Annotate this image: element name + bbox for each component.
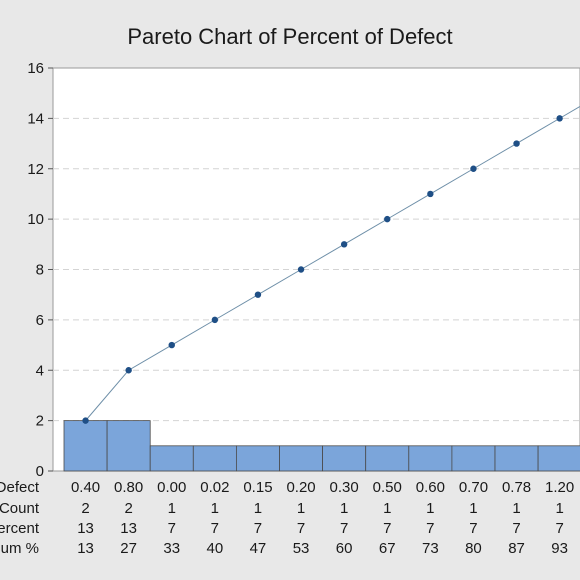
table-percent-cell: 7	[168, 520, 176, 537]
table-percent-cell: 7	[254, 520, 262, 537]
table-cum-percent-cell: 13	[77, 540, 94, 557]
bar-0.60	[408, 445, 453, 472]
table-cum-percent-cell: 80	[465, 540, 482, 557]
table-percent-cell: 7	[297, 520, 305, 537]
y-tick-label: 16	[27, 60, 44, 77]
cumulative-point-0.80	[125, 367, 132, 374]
table-count-cell: 2	[124, 500, 132, 517]
bar-0.78	[494, 445, 539, 472]
bar-0.15	[235, 445, 280, 472]
table-percent-cell: 7	[469, 520, 477, 537]
bars	[63, 420, 580, 472]
table-defect-cell: 0.80	[114, 479, 143, 496]
table-percent-cell: 13	[77, 520, 94, 537]
bar-1.20	[537, 445, 580, 472]
table-defect-cell: 0.30	[330, 479, 359, 496]
bar-0.20	[279, 445, 323, 472]
bar-0.02	[192, 445, 237, 472]
table-cum-percent-cell: 47	[250, 540, 267, 557]
y-tick-label: 6	[36, 312, 44, 329]
row-label-cum-: Cum %	[0, 540, 39, 557]
y-tick-label: 10	[27, 211, 44, 228]
table-count-cell: 1	[469, 500, 477, 517]
y-tick-label: 8	[36, 262, 44, 279]
y-axis: 0 2 4 6 8 10 12 14 16	[27, 60, 53, 480]
row-label-percent: Percent	[0, 520, 40, 537]
y-tick-label: 2	[36, 413, 44, 430]
bar-0.50	[365, 445, 410, 472]
cumulative-point-0.02	[211, 316, 219, 324]
table-cum-percent-cell: 40	[207, 540, 224, 557]
bar-0.30	[322, 445, 367, 472]
row-label-defect: Defect	[0, 479, 40, 496]
table-defect-cell: 0.50	[373, 479, 402, 496]
table-percent-cell: 7	[512, 520, 520, 537]
table-defect-cell: 1.20	[545, 479, 574, 496]
table-defect-cell: 0.15	[243, 479, 272, 496]
table-cum-percent-cell: 60	[336, 540, 353, 557]
table-count-cell: 2	[81, 500, 89, 517]
grid-lines	[53, 117, 580, 422]
table-count-cell: 1	[555, 500, 563, 517]
table-cum-percent-cell: 53	[293, 540, 310, 557]
table-percent-cell: 7	[340, 520, 348, 537]
table-percent-cell: 7	[211, 520, 219, 537]
table-defect-cell: 0.60	[416, 479, 445, 496]
cumulative-point-1.20	[556, 115, 563, 122]
table-count-cell: 1	[426, 500, 434, 517]
data-table: Defect Count Percent Cum % 0.40 0.80 0.00 0.02 0…	[0, 479, 574, 557]
table-count-cell: 1	[383, 500, 391, 517]
cumulative-point-0.50	[384, 215, 391, 223]
table-cum-percent-cell: 93	[551, 540, 568, 557]
table-cum-percent-cell: 87	[508, 540, 525, 557]
y-tick-label: 4	[36, 362, 44, 379]
table-cum-percent-cell: 27	[120, 540, 137, 557]
table-count-cell: 1	[168, 500, 176, 517]
table-count-cell: 1	[340, 500, 348, 517]
bar-0.00	[149, 445, 194, 472]
table-count-cell: 1	[297, 500, 305, 517]
table-defect-cell: 0.40	[71, 479, 100, 496]
table-defect-cell: 0.02	[200, 479, 229, 496]
table-cum-percent-cell: 33	[163, 540, 180, 557]
cumulative-point-0.30	[340, 241, 348, 248]
table-percent-cell: 7	[555, 520, 563, 537]
cumulative-point-0.70	[470, 165, 477, 172]
row-label-count: Count	[0, 500, 40, 517]
table-defect-cell: 0.78	[502, 479, 531, 496]
table-percent-cell: 13	[120, 520, 137, 537]
chart-title: Pareto Chart of Percent of Defect	[127, 24, 453, 49]
table-count-cell: 1	[211, 500, 219, 517]
cumulative-line	[82, 105, 580, 424]
cumulative-point-0.60	[427, 190, 434, 198]
bar-0.40	[63, 420, 108, 472]
table-defect-cell: 0.00	[157, 479, 186, 496]
bar-0.70	[451, 445, 496, 472]
y-tick-label: 12	[27, 161, 44, 178]
table-count-cell: 1	[512, 500, 520, 517]
table-count-cell: 1	[254, 500, 262, 517]
table-defect-cell: 0.20	[286, 479, 315, 496]
cumulative-point-0.78	[513, 140, 520, 147]
y-tick-label: 0	[36, 463, 44, 480]
table-percent-cell: 7	[383, 520, 391, 537]
cumulative-point-0.40	[82, 417, 89, 424]
cumulative-point-0.00	[168, 341, 175, 349]
table-percent-cell: 7	[426, 520, 434, 537]
cumulative-point-0.20	[297, 266, 305, 273]
table-cum-percent-cell: 67	[379, 540, 396, 557]
table-cum-percent-cell: 73	[422, 540, 439, 557]
bar-0.80	[106, 420, 151, 472]
table-defect-cell: 0.70	[459, 479, 488, 496]
cumulative-point-0.15	[254, 291, 262, 298]
y-tick-label: 14	[27, 110, 44, 127]
